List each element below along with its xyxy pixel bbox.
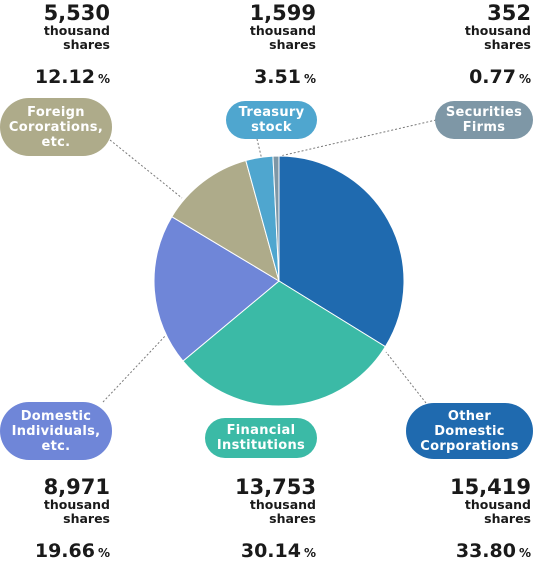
leader-line-individuals — [102, 333, 168, 403]
percent-value: 12.12% — [34, 66, 110, 88]
label-pill-other-domestic: Other Domestic Corporations — [406, 403, 533, 459]
shares-unit-line1: thousand — [43, 497, 110, 512]
shares-unit-line2: shares — [484, 37, 531, 52]
label-pill-foreign: Foreign Cororations, etc. — [0, 98, 112, 156]
pie-slice-other_domestic — [278, 155, 405, 348]
shares-value: 352 — [487, 1, 531, 25]
leader-line-securities — [275, 119, 437, 158]
label-pill-financial: Financial Institutions — [205, 418, 317, 458]
leader-line-treasury — [256, 138, 263, 161]
pie-slice-securities — [272, 155, 280, 282]
shares-unit-line1: thousand — [464, 497, 531, 512]
percent-value: 33.80% — [455, 540, 531, 562]
value-block-other-domestic: 15,419 thousand shares 33.80% — [450, 476, 531, 564]
shares-unit-line1: thousand — [464, 23, 531, 38]
pie-slice-foreign — [171, 159, 280, 283]
value-block-financial: 13,753 thousand shares 30.14% — [235, 476, 316, 564]
shares-unit-line1: thousand — [249, 23, 316, 38]
percent-value: 3.51% — [254, 66, 316, 88]
shares-unit-line2: shares — [269, 511, 316, 526]
label-pill-individuals: Domestic Individuals, etc. — [0, 402, 112, 460]
shares-unit-line2: shares — [269, 37, 316, 52]
pie-slices — [153, 155, 405, 407]
label-pill-treasury: Treasury stock — [226, 101, 317, 139]
value-block-treasury: 1,599 thousand shares 3.51% — [250, 2, 316, 90]
percent-value: 30.14% — [240, 540, 316, 562]
shares-unit-line1: thousand — [43, 23, 110, 38]
shares-value: 13,753 — [234, 475, 316, 499]
pie-slice-individuals — [153, 216, 280, 362]
percent-value: 19.66% — [34, 540, 110, 562]
shares-unit-line2: shares — [63, 511, 110, 526]
shares-value: 1,599 — [249, 1, 316, 25]
percent-value: 0.77% — [469, 66, 531, 88]
leader-line-foreign — [109, 139, 183, 199]
shares-value: 5,530 — [43, 1, 110, 25]
label-pill-securities: Securities Firms — [435, 101, 533, 139]
value-block-foreign: 5,530 thousand shares 12.12% — [35, 2, 110, 90]
shares-value: 15,419 — [449, 475, 531, 499]
pie-slice-financial — [182, 280, 387, 407]
leader-lines — [102, 119, 437, 404]
value-block-securities: 352 thousand shares 0.77% — [465, 2, 531, 90]
shares-unit-line2: shares — [63, 37, 110, 52]
shares-unit-line2: shares — [484, 511, 531, 526]
shares-value: 8,971 — [43, 475, 110, 499]
value-block-individuals: 8,971 thousand shares 19.66% — [35, 476, 110, 564]
leader-line-other-domestic — [385, 351, 427, 404]
shares-unit-line1: thousand — [249, 497, 316, 512]
